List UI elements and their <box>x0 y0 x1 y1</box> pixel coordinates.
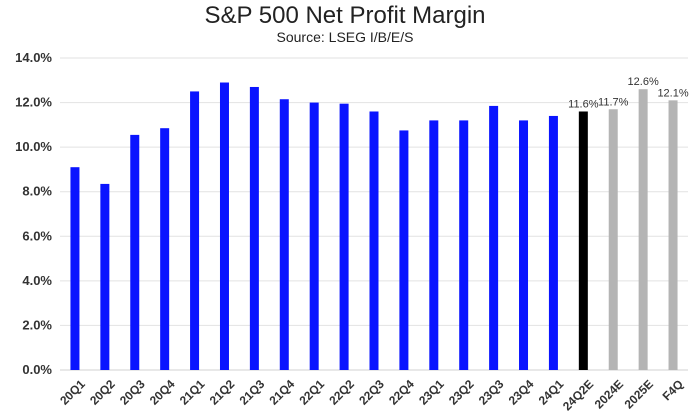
bar-21q3 <box>249 86 259 370</box>
bar-20q3 <box>130 134 140 370</box>
x-tick-label: 21Q1 <box>177 377 208 408</box>
y-tick-label: 14.0% <box>15 50 52 65</box>
bar-22q2 <box>339 103 349 370</box>
bars <box>70 82 678 371</box>
x-tick-label: 22Q2 <box>326 377 357 408</box>
bar-22q1 <box>309 102 319 371</box>
bar-23q1 <box>429 120 439 371</box>
x-tick-label: 2024E <box>592 377 626 411</box>
y-tick-label: 0.0% <box>22 362 52 377</box>
x-tick-label: 22Q3 <box>356 377 387 408</box>
bar-20q4 <box>160 128 170 370</box>
bar-20q2 <box>100 183 110 370</box>
data-label: 12.1% <box>657 87 688 99</box>
x-tick-label: 23Q4 <box>506 377 537 408</box>
data-labels: 11.6% 11.7% 12.6%12.1% <box>568 76 689 110</box>
x-tick-label: 22Q1 <box>296 377 327 408</box>
x-axis-ticks: 20Q1 20Q2 20Q3 20Q4 21Q1 21Q2 21Q3 21Q4 22Q1 22Q2… <box>57 377 686 414</box>
chart-title: S&P 500 Net Profit Margin <box>204 2 486 29</box>
x-tick-label: 23Q2 <box>446 377 477 408</box>
bar-24q1 <box>548 115 558 370</box>
bar-2025e <box>638 89 648 370</box>
bar-22q4 <box>399 130 409 370</box>
data-label: 11.6% <box>568 98 599 110</box>
x-tick-label: 24Q2E <box>560 377 596 413</box>
data-label: 12.6% <box>628 76 659 88</box>
x-tick-label: 20Q2 <box>87 377 118 408</box>
x-tick-label: 23Q1 <box>416 377 447 408</box>
bar-24q2e <box>578 111 588 370</box>
y-tick-label: 2.0% <box>22 317 52 332</box>
y-tick-label: 6.0% <box>22 228 52 243</box>
x-tick-label: 23Q3 <box>476 377 507 408</box>
bar-22q3 <box>369 111 379 370</box>
x-tick-label: F4Q <box>660 377 686 403</box>
bar-20q1 <box>70 167 80 370</box>
bar-21q2 <box>219 82 229 370</box>
x-tick-label: 21Q3 <box>237 377 268 408</box>
bar-21q1 <box>190 91 200 370</box>
y-axis-ticks: 0.0% 2.0% 4.0% 6.0% 8.0% 10.0% 12.0% 14.0% <box>15 50 52 377</box>
y-tick-label: 10.0% <box>15 139 52 154</box>
bar-2024e <box>608 109 618 370</box>
x-tick-label: 22Q4 <box>386 377 417 408</box>
data-label: 11.7% <box>598 96 629 108</box>
x-tick-label: 20Q3 <box>117 377 148 408</box>
y-tick-label: 4.0% <box>22 273 52 288</box>
bar-21q4 <box>279 99 289 370</box>
chart-subtitle: Source: LSEG I/B/E/S <box>276 29 414 45</box>
x-tick-label: 20Q4 <box>147 377 178 408</box>
y-tick-label: 8.0% <box>22 184 52 199</box>
x-tick-label: 20Q1 <box>57 377 88 408</box>
bar-23q4 <box>519 120 529 371</box>
x-tick-label: 21Q2 <box>207 377 238 408</box>
x-tick-label: 2025E <box>622 377 656 411</box>
bar-23q2 <box>459 120 469 371</box>
bar-23q3 <box>489 105 499 371</box>
bar-f4q <box>668 100 678 370</box>
y-tick-label: 12.0% <box>15 95 52 110</box>
x-tick-label: 21Q4 <box>267 377 298 408</box>
